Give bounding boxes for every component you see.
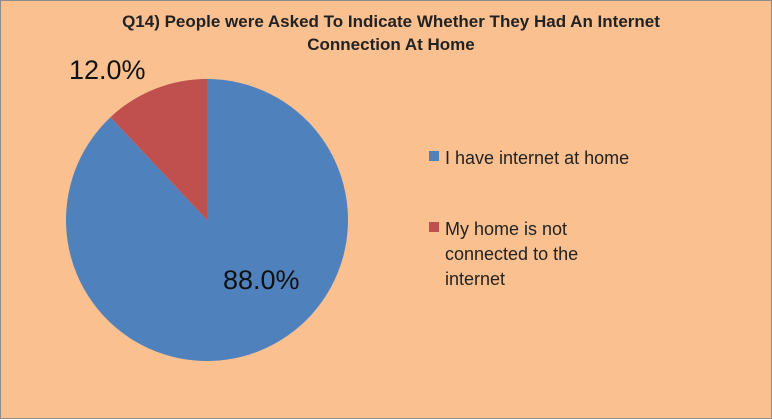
chart-title: Q14) People were Asked To Indicate Wheth… (122, 12, 660, 54)
legend: I have internet at home My home is not c… (429, 146, 669, 338)
legend-item-internet: I have internet at home (429, 146, 669, 171)
pie-slice-no-internet (110, 79, 207, 220)
legend-label-no-internet: My home is not connected to the internet (445, 219, 579, 289)
data-label-internet: 88.0% (223, 265, 300, 295)
pie-slice-internet (66, 79, 349, 361)
legend-label-internet: I have internet at home (445, 148, 630, 168)
legend-swatch-no-internet (429, 222, 439, 232)
legend-item-no-internet: My home is not connected to the internet (429, 217, 669, 292)
data-label-no-internet: 12.0% (69, 55, 146, 85)
legend-swatch-internet (429, 151, 439, 161)
